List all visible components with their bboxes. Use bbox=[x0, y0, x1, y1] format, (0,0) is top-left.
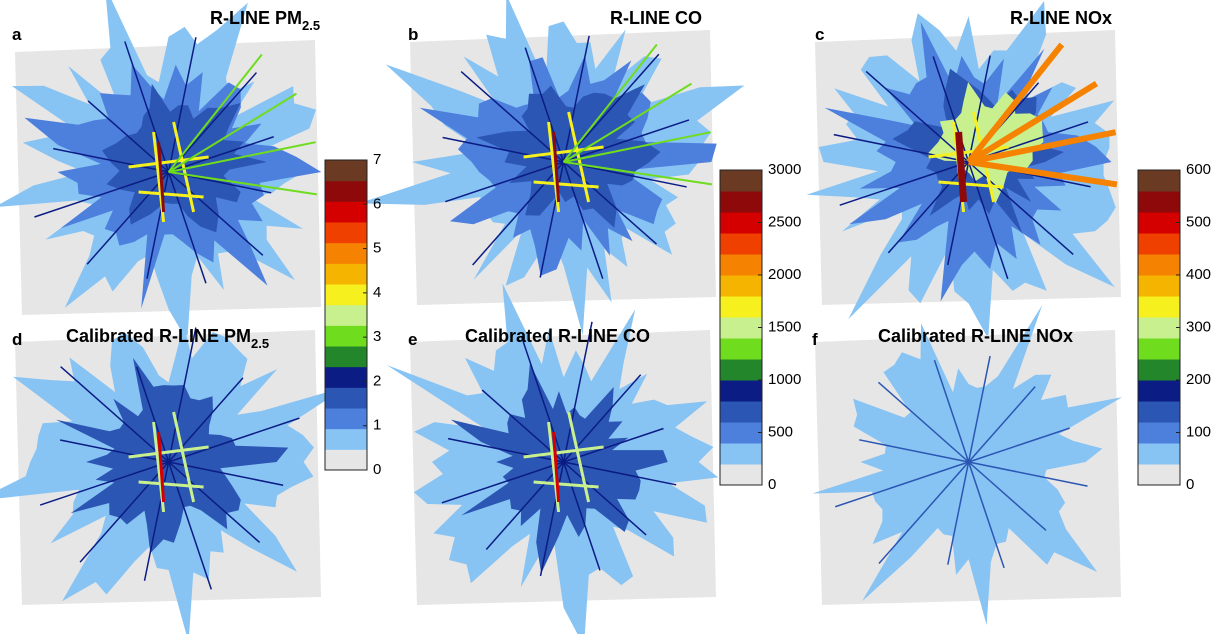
panel-label: b bbox=[408, 25, 418, 44]
panel-title: Calibrated R-LINE CO bbox=[465, 326, 650, 346]
title-subscript: 2.5 bbox=[302, 18, 320, 33]
road-core bbox=[959, 132, 964, 202]
colorbar-bin bbox=[325, 346, 367, 367]
colorbar-bin bbox=[1138, 422, 1180, 444]
title-text: Calibrated R-LINE NOx bbox=[878, 326, 1073, 346]
colorbar-bin bbox=[720, 212, 762, 234]
colorbar-tick-label: 0 bbox=[768, 476, 776, 493]
panel-label: a bbox=[12, 25, 22, 44]
colorbar-bin bbox=[720, 296, 762, 318]
colorbar-bin bbox=[325, 263, 367, 284]
colorbar-bin bbox=[720, 380, 762, 402]
colorbar-bin bbox=[720, 401, 762, 423]
colorbar-tick-label: 2500 bbox=[768, 213, 801, 230]
map-panel bbox=[0, 324, 347, 634]
colorbar-bin bbox=[325, 160, 367, 181]
colorbar-bin bbox=[325, 181, 367, 202]
figure: aR-LINE PM2.5bR-LINE COcR-LINE NOxdCalib… bbox=[0, 0, 1215, 634]
colorbar-bin bbox=[1138, 254, 1180, 276]
colorbar-bin bbox=[720, 338, 762, 360]
colorbar-tick-label: 500 bbox=[768, 423, 793, 440]
colorbar-tick-label: 2 bbox=[373, 372, 381, 389]
colorbar-bin bbox=[1138, 359, 1180, 381]
colorbar-bin bbox=[325, 387, 367, 408]
colorbar-bin bbox=[720, 422, 762, 444]
colorbar-tick-label: 400 bbox=[1186, 266, 1211, 283]
colorbar-tick-label: 100 bbox=[1186, 423, 1211, 440]
colorbar-tick-label: 5 bbox=[373, 240, 381, 257]
colorbar-bin bbox=[1138, 380, 1180, 402]
colorbar-bin bbox=[1138, 317, 1180, 339]
colorbar-bin bbox=[720, 254, 762, 276]
colorbar-bin bbox=[720, 464, 762, 486]
colorbar-tick-label: 1500 bbox=[768, 318, 801, 335]
colorbar-bin bbox=[720, 191, 762, 213]
colorbar-bin bbox=[720, 317, 762, 339]
colorbar-bin bbox=[325, 408, 367, 429]
colorbar-bin bbox=[325, 284, 367, 305]
colorbar-tick-label: 3 bbox=[373, 328, 381, 345]
colorbar-bin bbox=[325, 201, 367, 222]
colorbar-bin bbox=[325, 325, 367, 346]
map-panel bbox=[812, 305, 1122, 625]
title-text: Calibrated R-LINE PM bbox=[66, 326, 251, 346]
colorbar-bin bbox=[325, 243, 367, 264]
colorbar-bin bbox=[1138, 233, 1180, 255]
colorbar-bin bbox=[720, 233, 762, 255]
colorbar-bin bbox=[325, 367, 367, 388]
colorbar-bin bbox=[720, 170, 762, 192]
colorbar-tick-label: 200 bbox=[1186, 371, 1211, 388]
colorbar-tick-label: 1 bbox=[373, 417, 381, 434]
colorbar-bin bbox=[325, 305, 367, 326]
colorbar-tick-label: 0 bbox=[373, 461, 381, 478]
colorbar-tick-label: 3000 bbox=[768, 161, 801, 178]
panel-label: e bbox=[408, 330, 417, 349]
colorbar-tick-label: 500 bbox=[1186, 213, 1211, 230]
colorbar-bin bbox=[1138, 443, 1180, 465]
colorbar-tick-label: 300 bbox=[1186, 318, 1211, 335]
colorbar-bin bbox=[720, 359, 762, 381]
colorbar-bin bbox=[720, 443, 762, 465]
colorbar-bin bbox=[720, 275, 762, 297]
colorbar-tick-label: 6 bbox=[373, 195, 381, 212]
panel-title: Calibrated R-LINE NOx bbox=[878, 326, 1073, 346]
map-panel bbox=[807, 1, 1121, 339]
colorbar-tick-label: 7 bbox=[373, 151, 381, 168]
title-subscript: 2.5 bbox=[251, 336, 269, 351]
colorbar-tick-label: 4 bbox=[373, 284, 381, 301]
colorbar-bin bbox=[1138, 275, 1180, 297]
colorbar-tick-label: 2000 bbox=[768, 266, 801, 283]
colorbar-bin bbox=[1138, 464, 1180, 486]
panel-label: d bbox=[12, 330, 22, 349]
title-text: R-LINE NOx bbox=[1010, 8, 1112, 28]
colorbar-bin bbox=[1138, 338, 1180, 360]
colorbar-bin bbox=[1138, 191, 1180, 213]
colorbar-bin bbox=[1138, 170, 1180, 192]
panel-title: R-LINE CO bbox=[610, 8, 702, 28]
colorbar-bin bbox=[325, 222, 367, 243]
map-panel bbox=[359, 0, 745, 335]
colorbar-bin bbox=[325, 429, 367, 450]
colorbar-tick-label: 1000 bbox=[768, 371, 801, 388]
colorbar-bin bbox=[1138, 212, 1180, 234]
colorbar-tick-label: 600 bbox=[1186, 161, 1211, 178]
colorbar-bin bbox=[325, 449, 367, 470]
panel-label: f bbox=[812, 330, 818, 349]
colorbar-bin bbox=[1138, 401, 1180, 423]
colorbar-tick-label: 0 bbox=[1186, 476, 1194, 493]
title-text: R-LINE PM bbox=[210, 8, 302, 28]
title-text: Calibrated R-LINE CO bbox=[465, 326, 650, 346]
title-text: R-LINE CO bbox=[610, 8, 702, 28]
map-panel bbox=[0, 0, 321, 341]
colorbar-bin bbox=[1138, 296, 1180, 318]
panel-title: R-LINE NOx bbox=[1010, 8, 1112, 28]
panel-label: c bbox=[815, 25, 824, 44]
